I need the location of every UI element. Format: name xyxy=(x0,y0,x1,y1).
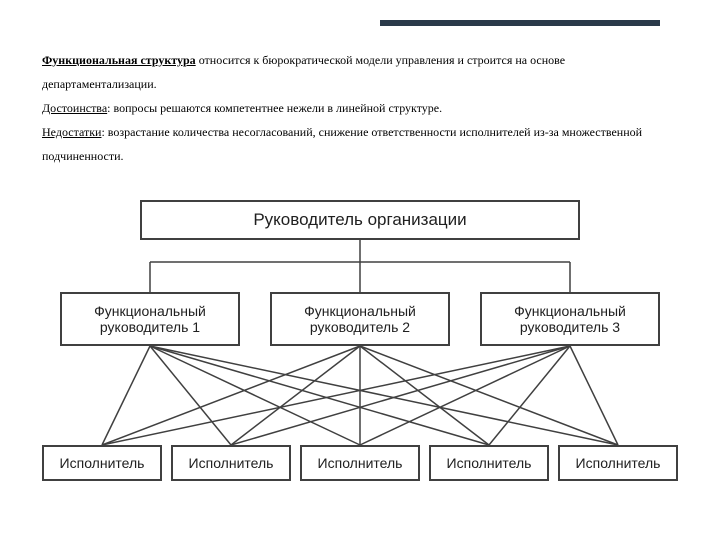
org-node-m3: Функциональный руководитель 3 xyxy=(480,292,660,346)
paragraph-definition: Функциональная структура относится к бюр… xyxy=(42,48,678,96)
advantages-body: : вопросы решаются компетентнее нежели в… xyxy=(107,101,442,115)
paragraph-disadvantages: Недостатки: возрастание количества несог… xyxy=(42,120,678,168)
description-text: Функциональная структура относится к бюр… xyxy=(42,48,678,168)
disadvantages-body: : возрастание количества несогласований,… xyxy=(42,125,642,163)
org-chart: Руководитель организации Функциональный р… xyxy=(42,200,678,510)
org-node-m1: Функциональный руководитель 1 xyxy=(60,292,240,346)
org-node-e5: Исполнитель xyxy=(558,445,678,481)
header-accent-bar xyxy=(380,20,660,26)
org-node-e2: Исполнитель xyxy=(171,445,291,481)
org-node-e3: Исполнитель xyxy=(300,445,420,481)
org-node-e1: Исполнитель xyxy=(42,445,162,481)
org-node-m2: Функциональный руководитель 2 xyxy=(270,292,450,346)
label-disadvantages: Недостатки xyxy=(42,125,101,139)
org-node-e4: Исполнитель xyxy=(429,445,549,481)
paragraph-advantages: Достоинства: вопросы решаются компетентн… xyxy=(42,96,678,120)
term-functional-structure: Функциональная структура xyxy=(42,53,196,67)
label-advantages: Достоинства xyxy=(42,101,107,115)
org-node-root: Руководитель организации xyxy=(140,200,580,240)
